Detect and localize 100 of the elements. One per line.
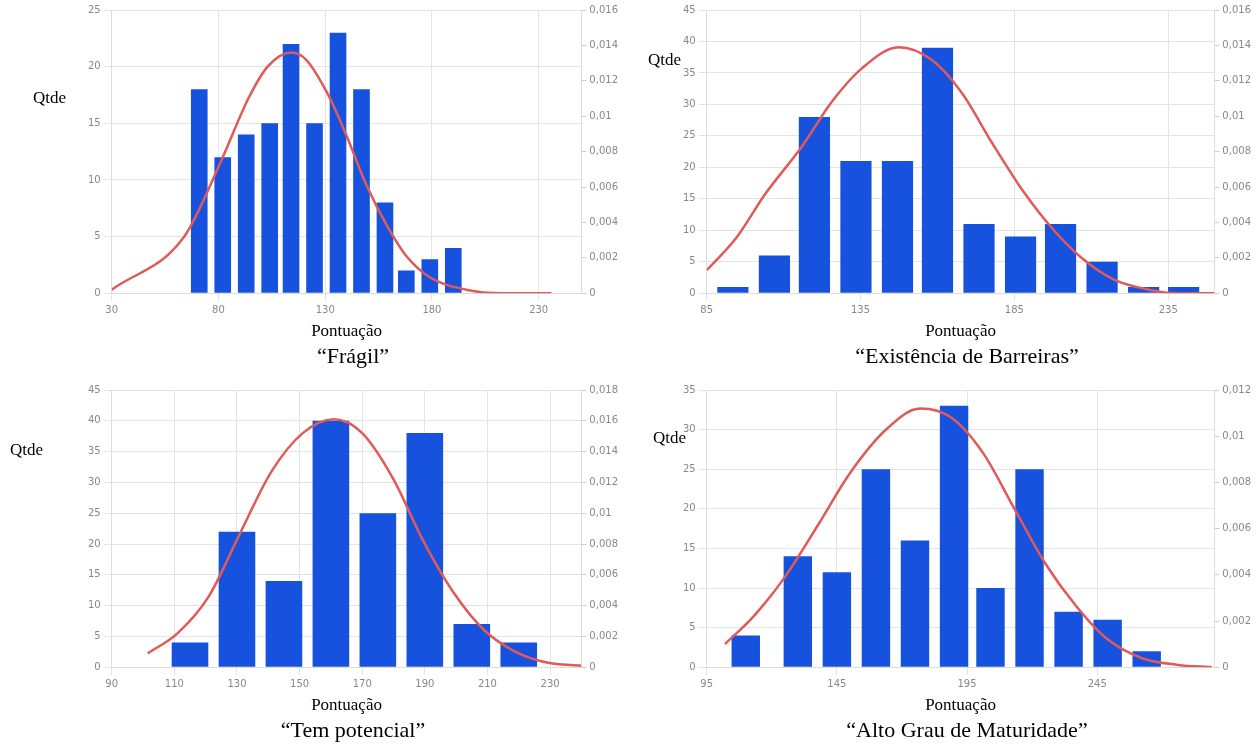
y-tick-label: 20 [87, 60, 101, 72]
x-tick-label: 235 [1158, 303, 1178, 315]
x-tick-label: 80 [212, 303, 225, 315]
bar [1044, 223, 1077, 293]
y-tick-label: 40 [87, 414, 101, 426]
y2-tick-label: 0,012 [1222, 74, 1252, 86]
x-tick-label: 130 [315, 303, 335, 315]
y2-tick-label: 0,01 [589, 506, 612, 518]
y-axis-title: Qtde [10, 440, 44, 460]
line-series [146, 418, 582, 667]
y2-tick-label: 0,014 [589, 38, 619, 50]
bar [1004, 236, 1037, 293]
bar [218, 531, 256, 667]
y-tick-label: 25 [682, 129, 696, 141]
bar [731, 635, 760, 667]
y-tick-label: 5 [94, 230, 101, 242]
bar [265, 580, 303, 667]
bar [1054, 611, 1083, 667]
y2-tick-label: 0,006 [589, 568, 619, 580]
bar [717, 286, 749, 293]
x-tick-label: 90 [105, 677, 119, 689]
bar [421, 259, 439, 293]
y2-tick-label: 0,008 [589, 537, 619, 549]
y-tick-label: 5 [689, 621, 696, 633]
y2-tick-label: 0,01 [1222, 429, 1245, 441]
bar [453, 624, 491, 667]
bar [1086, 261, 1118, 293]
y2-tick-label: 0 [1222, 660, 1229, 672]
y-tick-label: 20 [87, 537, 101, 549]
y-tick-label: 25 [87, 506, 101, 518]
y2-tick-label: 0 [589, 286, 596, 298]
bar [1015, 469, 1044, 667]
y-tick-label: 10 [87, 599, 101, 611]
x-axis-title: Pontuação [925, 320, 996, 340]
y2-tick-label: 0,018 [589, 383, 619, 395]
y2-tick-label: 0,014 [1222, 38, 1252, 50]
bar [840, 161, 872, 293]
bar [783, 556, 813, 667]
text: “Alto Grau de Maturidade” [846, 716, 1088, 742]
bar [398, 270, 415, 293]
y-tick-label: 20 [682, 502, 696, 514]
x-tick-label: 135 [851, 303, 871, 315]
bar [406, 433, 444, 667]
x-axis-title: Pontuação [311, 320, 382, 340]
y-axis-title: Qtde [648, 50, 682, 70]
y2-tick-label: 0,004 [1222, 568, 1252, 580]
x-tick-label: 230 [540, 677, 560, 689]
y2-tick-label: 0,002 [1222, 251, 1252, 263]
bar [306, 123, 323, 293]
y-tick-label: 0 [94, 286, 101, 298]
text: “Frágil” [316, 342, 390, 368]
y-tick-label: 15 [682, 192, 696, 204]
x-tick-label: 150 [290, 677, 310, 689]
y-axis-title: Qtde [33, 88, 67, 108]
y-tick-label: 20 [682, 160, 696, 172]
bar [963, 223, 995, 293]
x-tick-label: 185 [1004, 303, 1024, 315]
y2-tick-label: 0,002 [1222, 614, 1252, 626]
y2-tick-label: 0,012 [589, 74, 619, 86]
y-tick-label: 15 [87, 568, 101, 580]
y-tick-label: 25 [682, 462, 696, 474]
bar [921, 47, 954, 293]
x-tick-label: 190 [415, 677, 435, 689]
y2-tick-label: 0,004 [589, 215, 619, 227]
y2-tick-label: 0,012 [589, 475, 619, 487]
x-tick-label: 30 [105, 303, 119, 315]
bar [939, 405, 969, 667]
y-tick-label: 30 [87, 475, 101, 487]
bar [214, 157, 232, 293]
y2-tick-label: 0,004 [1222, 215, 1252, 227]
x-tick-label: 245 [1087, 677, 1107, 689]
bar [359, 513, 397, 667]
y-tick-label: 45 [682, 3, 696, 15]
x-tick-label: 230 [529, 303, 549, 315]
y-tick-label: 0 [94, 660, 101, 672]
y2-tick-label: 0,008 [1222, 475, 1252, 487]
x-tick-label: 195 [957, 677, 977, 689]
x-axis-title: Pontuação [311, 694, 382, 714]
bar [376, 202, 394, 293]
y2-tick-label: 0,006 [1222, 180, 1252, 192]
y-tick-label: 10 [682, 223, 696, 235]
y-tick-label: 40 [682, 35, 696, 47]
y-tick-label: 15 [682, 541, 696, 553]
bar [798, 116, 831, 293]
y2-tick-label: 0,01 [589, 109, 612, 121]
bar [861, 469, 891, 667]
x-tick-label: 95 [700, 677, 714, 689]
y-tick-label: 35 [682, 66, 696, 78]
x-tick-label: 170 [352, 677, 372, 689]
bar [758, 255, 791, 293]
y-tick-label: 35 [87, 445, 101, 457]
y2-tick-label: 0 [589, 660, 596, 672]
bar [444, 247, 462, 293]
line-series [111, 51, 553, 294]
y2-tick-label: 0,01 [1222, 109, 1245, 121]
y2-tick-label: 0,014 [589, 445, 619, 457]
text: “Existência de Barreiras” [855, 342, 1079, 368]
y-tick-label: 0 [689, 286, 696, 298]
bar [900, 540, 930, 667]
y2-tick-label: 0,016 [589, 3, 619, 15]
